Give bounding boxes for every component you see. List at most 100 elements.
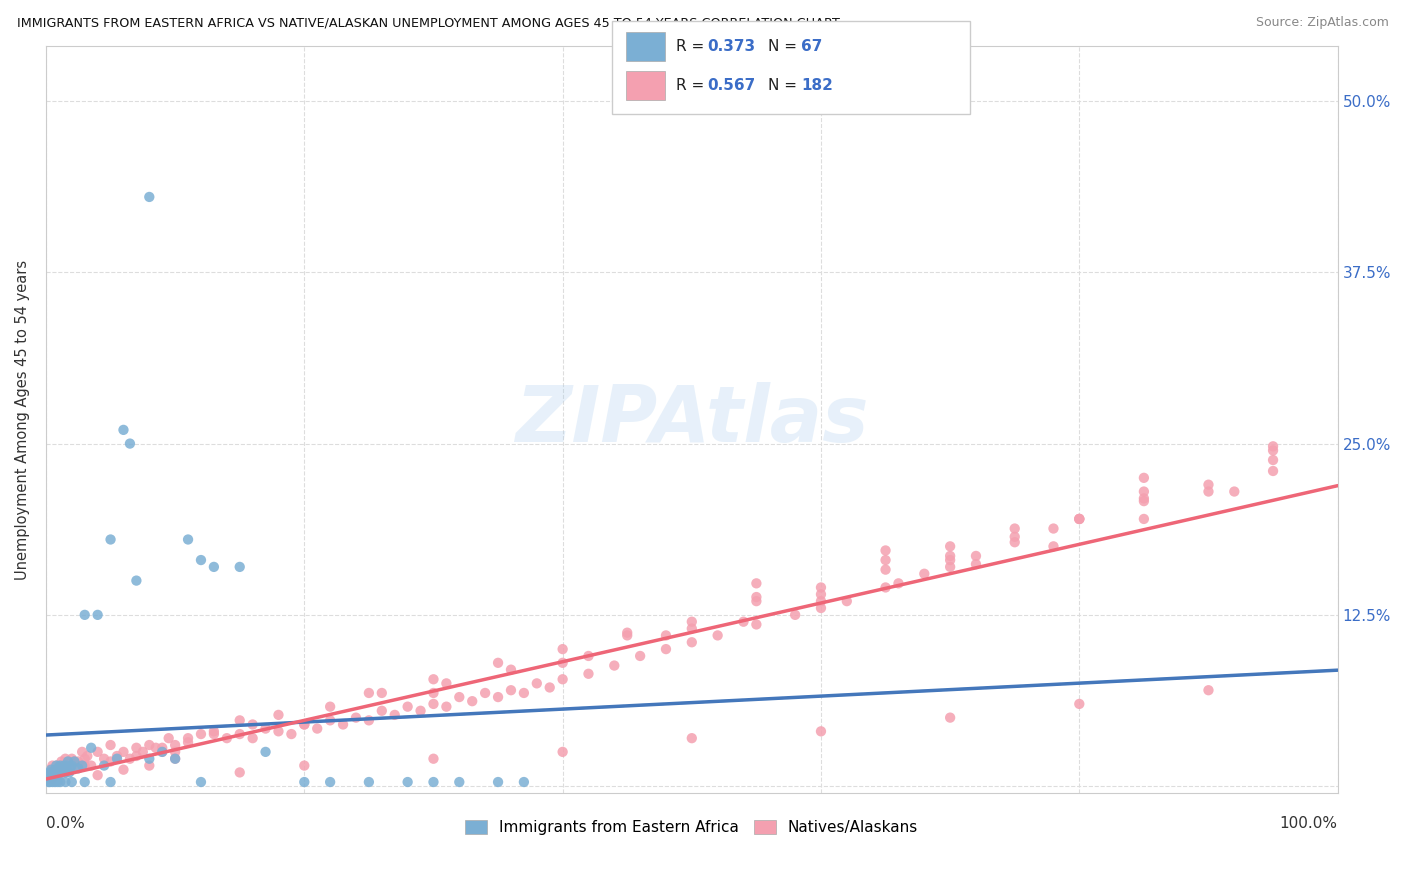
Point (810, 724, 832, 739)
Point (132, 745, 155, 759)
Point (70, 758, 93, 772)
Text: R =: R = (676, 39, 710, 54)
Point (60, 752, 83, 766)
Point (48, 760, 70, 774)
Point (242, 731, 264, 746)
Point (63, 755, 86, 769)
Point (422, 697, 444, 711)
Point (73, 752, 96, 766)
Point (603, 658, 626, 673)
Point (39, 763, 62, 777)
Point (875, 563, 897, 577)
Point (1042, 539, 1064, 553)
Point (138, 752, 160, 766)
Point (616, 628, 638, 642)
Point (1004, 522, 1026, 536)
Point (45, 758, 67, 772)
Point (37, 768, 59, 782)
Point (80, 740, 103, 755)
Point (1133, 512, 1156, 526)
Point (745, 617, 768, 632)
Point (939, 553, 962, 567)
Point (145, 740, 167, 755)
Point (733, 615, 755, 629)
Point (1004, 530, 1026, 544)
Point (628, 648, 651, 663)
Point (371, 704, 394, 718)
Y-axis label: Unemployment Among Ages 45 to 54 years: Unemployment Among Ages 45 to 54 years (15, 260, 30, 580)
Point (51, 765, 73, 780)
Point (190, 727, 212, 741)
Point (939, 549, 962, 563)
Point (46, 763, 69, 777)
Point (449, 775, 471, 789)
Point (1069, 697, 1091, 711)
Point (280, 727, 302, 741)
Point (49, 758, 72, 772)
Point (1133, 491, 1156, 506)
Point (49, 758, 72, 772)
Point (810, 587, 832, 601)
Point (215, 731, 238, 746)
Point (745, 590, 768, 604)
Point (118, 752, 141, 766)
Point (1069, 512, 1091, 526)
Point (165, 738, 187, 752)
Point (228, 714, 250, 728)
Point (56, 755, 79, 769)
Point (202, 724, 225, 739)
Point (38, 768, 60, 782)
Point (810, 601, 832, 615)
Point (38, 765, 60, 780)
Point (59, 760, 82, 774)
Point (1133, 494, 1156, 508)
Point (1004, 535, 1026, 549)
Point (46, 765, 69, 780)
Point (112, 745, 135, 759)
Point (177, 731, 200, 746)
Point (513, 775, 536, 789)
Text: 0.0%: 0.0% (46, 816, 84, 831)
Point (319, 714, 342, 728)
Point (578, 666, 600, 681)
Point (44, 775, 66, 789)
Point (125, 740, 148, 755)
Point (60, 763, 83, 777)
Point (38, 775, 60, 789)
Point (73, 775, 96, 789)
Point (499, 683, 522, 698)
Point (190, 775, 212, 789)
Point (1223, 484, 1246, 499)
Point (150, 740, 173, 755)
Point (810, 594, 832, 608)
Point (112, 423, 135, 437)
Text: N =: N = (768, 78, 801, 93)
Point (422, 752, 444, 766)
Point (67, 761, 90, 775)
Point (1069, 512, 1091, 526)
Point (332, 717, 354, 731)
Point (202, 727, 225, 741)
Point (396, 699, 419, 714)
Point (58, 765, 80, 780)
Point (434, 676, 457, 690)
Point (1198, 484, 1220, 499)
Point (1042, 522, 1064, 536)
Point (551, 745, 574, 759)
Point (461, 694, 484, 708)
Point (41, 765, 63, 780)
Point (73, 607, 96, 622)
Point (38, 763, 60, 777)
Point (578, 648, 600, 663)
Point (52, 763, 75, 777)
Point (384, 707, 406, 722)
Point (875, 581, 897, 595)
Point (76, 749, 98, 764)
Point (681, 622, 703, 636)
Point (655, 642, 678, 657)
Point (939, 711, 962, 725)
Point (80, 758, 103, 772)
Point (357, 775, 380, 789)
Point (70, 745, 93, 759)
Point (1133, 471, 1156, 485)
